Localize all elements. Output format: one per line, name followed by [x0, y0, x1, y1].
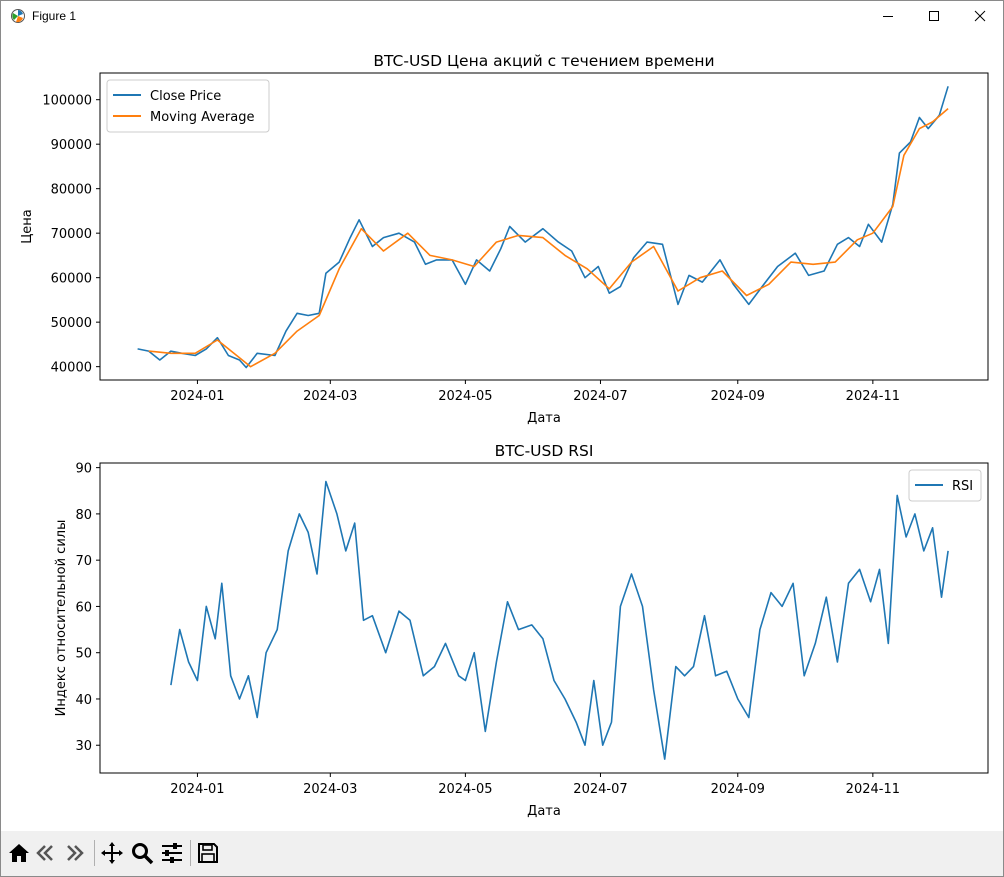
chart-title: BTC-USD Цена акций с течением времени — [373, 52, 714, 70]
legend-label: RSI — [952, 479, 973, 494]
pan-icon — [101, 842, 123, 864]
toolbar-separator — [190, 840, 191, 866]
legend-box — [908, 469, 982, 502]
y-axis-label: Индекс относительной силы — [54, 520, 69, 717]
back-button[interactable] — [33, 840, 59, 866]
maximize-icon — [929, 11, 939, 21]
x-tick-label: 2024-03 — [303, 389, 357, 404]
navigation-toolbar — [1, 831, 1003, 876]
minimize-icon — [883, 16, 893, 17]
legend-box — [106, 79, 270, 133]
maximize-button[interactable] — [911, 1, 957, 31]
legend-label: Close Price — [150, 89, 221, 104]
zoom-button[interactable] — [129, 840, 155, 866]
window-title: Figure 1 — [32, 9, 77, 23]
x-tick-label: 2024-01 — [170, 782, 224, 797]
home-icon — [9, 844, 29, 862]
y-tick-label: 40000 — [51, 361, 92, 376]
forward-button[interactable] — [61, 840, 87, 866]
forward-icon — [67, 845, 84, 861]
y-axis-label: Цена — [20, 209, 35, 244]
series-line-primary — [170, 480, 949, 760]
y-tick-label: 80 — [75, 508, 92, 523]
matplotlib-logo-icon — [11, 9, 25, 23]
configure-subplots-button[interactable] — [159, 840, 185, 866]
y-tick-label: 90000 — [51, 138, 92, 153]
zoom-icon — [132, 843, 154, 865]
y-tick-label: 50000 — [51, 316, 92, 331]
x-tick-label: 2024-07 — [573, 389, 627, 404]
series-line-primary — [137, 86, 949, 369]
minimize-button[interactable] — [865, 1, 911, 31]
y-tick-label: 30 — [75, 739, 92, 754]
series-line-secondary — [148, 107, 949, 368]
close-button[interactable] — [957, 1, 1003, 31]
y-tick-label: 40 — [75, 693, 92, 708]
y-tick-label: 70000 — [51, 227, 92, 242]
x-tick-label: 2024-09 — [711, 389, 765, 404]
x-tick-label: 2024-07 — [573, 782, 627, 797]
back-icon — [36, 845, 53, 861]
chart-title: BTC-USD RSI — [495, 442, 594, 460]
x-tick-label: 2024-01 — [170, 389, 224, 404]
y-tick-label: 90 — [75, 462, 92, 477]
close-icon — [974, 10, 986, 22]
y-tick-label: 80000 — [51, 183, 92, 198]
title-bar[interactable]: Figure 1 — [1, 1, 1003, 31]
toolbar-separator — [94, 840, 95, 866]
legend-label: Moving Average — [150, 110, 254, 125]
x-tick-label: 2024-05 — [438, 389, 492, 404]
x-tick-label: 2024-05 — [438, 782, 492, 797]
pan-button[interactable] — [99, 840, 125, 866]
axes-frame — [99, 462, 989, 774]
y-tick-label: 70 — [75, 554, 92, 569]
x-tick-label: 2024-11 — [846, 389, 900, 404]
save-icon — [198, 843, 218, 863]
y-tick-label: 60 — [75, 600, 92, 615]
y-tick-label: 100000 — [42, 94, 92, 109]
figure-canvas[interactable]: BTC-USD Цена акций с течением времени 202… — [1, 31, 1003, 831]
x-tick-label: 2024-03 — [303, 782, 357, 797]
x-axis-label: Дата — [527, 804, 561, 819]
home-button[interactable] — [6, 840, 32, 866]
x-axis-label: Дата — [527, 411, 561, 426]
configure-subplots-icon — [162, 843, 182, 863]
y-tick-label: 50 — [75, 647, 92, 662]
x-tick-label: 2024-09 — [711, 782, 765, 797]
x-tick-label: 2024-11 — [846, 782, 900, 797]
axes-frame — [99, 72, 989, 381]
save-button[interactable] — [195, 840, 221, 866]
y-tick-label: 60000 — [51, 272, 92, 287]
